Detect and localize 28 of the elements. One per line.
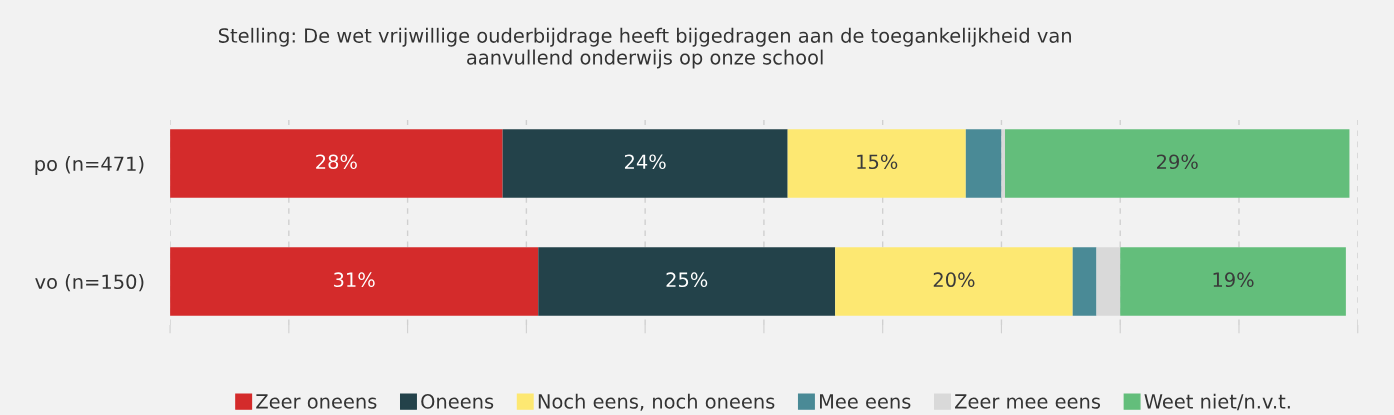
legend-label: Weet niet/n.v.t. <box>1144 393 1290 411</box>
bar <box>965 129 1002 198</box>
bar <box>787 129 966 198</box>
data-label: 15% <box>857 154 898 170</box>
data-label: 20% <box>933 272 975 288</box>
legend-label: Zeer oneens <box>256 394 377 409</box>
bar <box>835 247 1073 316</box>
legend-label: Noch eens, noch oneens <box>538 393 775 411</box>
data-label: 29% <box>1157 154 1198 170</box>
data-label: 24% <box>624 154 666 170</box>
y-tick-label: po (n=471) <box>35 156 144 175</box>
bar <box>170 247 539 316</box>
legend-label: Mee eens <box>820 394 911 409</box>
bar <box>170 129 503 198</box>
data-label: 28% <box>316 154 357 170</box>
legend-label: Zeer mee eens <box>955 394 1101 409</box>
bar <box>1005 129 1350 198</box>
chart-title: Stelling: De wet vrijwillige ouderbijdrage heeft bijgedragen aan de toegankelijkheid van aanvullend onderwijs op onze school <box>218 27 1071 69</box>
bar <box>538 247 836 316</box>
legend-label: Oneens <box>421 394 494 409</box>
data-label: 19% <box>1213 272 1254 288</box>
bar <box>1120 247 1346 316</box>
bar <box>1096 247 1121 316</box>
y-tick-label: vo (n=150) <box>35 274 144 292</box>
data-label: 31% <box>334 272 375 288</box>
bar <box>1072 247 1097 316</box>
data-label: 25% <box>666 272 708 288</box>
bar <box>502 129 788 198</box>
